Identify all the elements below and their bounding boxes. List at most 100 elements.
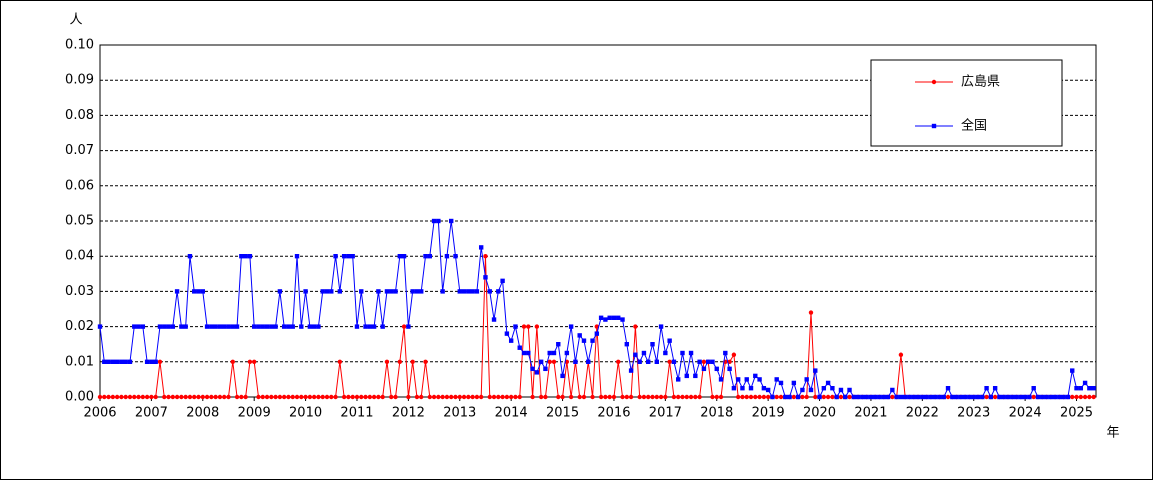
point [431, 394, 437, 400]
point [735, 394, 741, 400]
point [247, 359, 253, 364]
point [932, 394, 938, 400]
point [380, 324, 385, 329]
point [568, 394, 574, 400]
point [444, 254, 450, 259]
point [821, 386, 827, 391]
point [560, 373, 565, 379]
point [1087, 394, 1092, 400]
point [821, 394, 827, 400]
x-tick-label: 2024 [1009, 406, 1042, 421]
point [667, 338, 672, 343]
point [753, 373, 758, 379]
point [971, 394, 976, 400]
point [127, 394, 133, 400]
point [371, 324, 377, 329]
point [1014, 394, 1019, 400]
point [234, 394, 240, 400]
x-tick-label: 2007 [135, 406, 168, 421]
point [290, 394, 295, 400]
y-tick-label: 0.01 [65, 354, 94, 369]
point [273, 394, 278, 400]
point [209, 394, 214, 400]
point [496, 394, 501, 400]
point [526, 350, 531, 356]
x-tick-label: 2021 [854, 406, 887, 421]
point [598, 315, 604, 320]
point [693, 394, 698, 400]
point [855, 394, 861, 400]
point [376, 289, 381, 294]
point [688, 394, 694, 400]
point [658, 394, 664, 400]
point [1048, 394, 1054, 400]
point [222, 394, 227, 400]
point [354, 324, 360, 329]
point [110, 394, 116, 400]
point [680, 394, 685, 400]
point [320, 394, 325, 400]
point [251, 359, 257, 364]
point [693, 373, 698, 379]
point [513, 324, 518, 329]
point [299, 394, 304, 400]
y-tick-label: 0.07 [65, 143, 94, 158]
point [346, 254, 351, 259]
point [607, 315, 612, 320]
y-tick-label: 0.03 [65, 284, 94, 299]
point [873, 394, 878, 400]
point [795, 394, 801, 400]
x-tick-label: 2013 [443, 406, 476, 421]
x-tick-label: 2020 [803, 406, 836, 421]
point [500, 278, 505, 284]
point [217, 394, 223, 400]
point [294, 394, 300, 400]
point [894, 394, 899, 400]
point [543, 394, 548, 400]
x-tick-label: 2022 [906, 406, 939, 421]
x-tick-label: 2025 [1060, 406, 1093, 421]
point [1040, 394, 1045, 400]
point [577, 394, 582, 400]
point [307, 394, 313, 400]
point [731, 352, 737, 357]
point [496, 289, 501, 294]
point [174, 394, 180, 400]
point [337, 289, 343, 294]
point [530, 366, 535, 372]
point [714, 394, 719, 400]
point [436, 218, 441, 224]
point [483, 275, 488, 280]
point [410, 359, 415, 364]
point [500, 394, 505, 400]
y-tick-label: 0.08 [65, 108, 94, 123]
point [286, 394, 291, 400]
point [551, 359, 557, 364]
point [431, 218, 437, 224]
point [1082, 380, 1088, 386]
point [804, 394, 809, 400]
point [1052, 394, 1058, 400]
point [251, 324, 257, 329]
point [478, 394, 484, 400]
point [761, 386, 767, 391]
point [847, 387, 852, 393]
point [243, 394, 248, 400]
point [731, 386, 737, 391]
point [162, 394, 167, 400]
point [560, 394, 565, 400]
point [1074, 386, 1079, 391]
point [633, 324, 638, 329]
point [744, 394, 749, 400]
point [804, 377, 809, 382]
point [281, 324, 287, 329]
point [97, 394, 103, 400]
x-tick-label: 2010 [289, 406, 322, 421]
point [903, 394, 908, 400]
point [1078, 386, 1084, 391]
point [102, 359, 107, 364]
point [436, 394, 441, 400]
point [877, 394, 882, 400]
point [885, 394, 891, 400]
x-tick-label: 2023 [957, 406, 990, 421]
